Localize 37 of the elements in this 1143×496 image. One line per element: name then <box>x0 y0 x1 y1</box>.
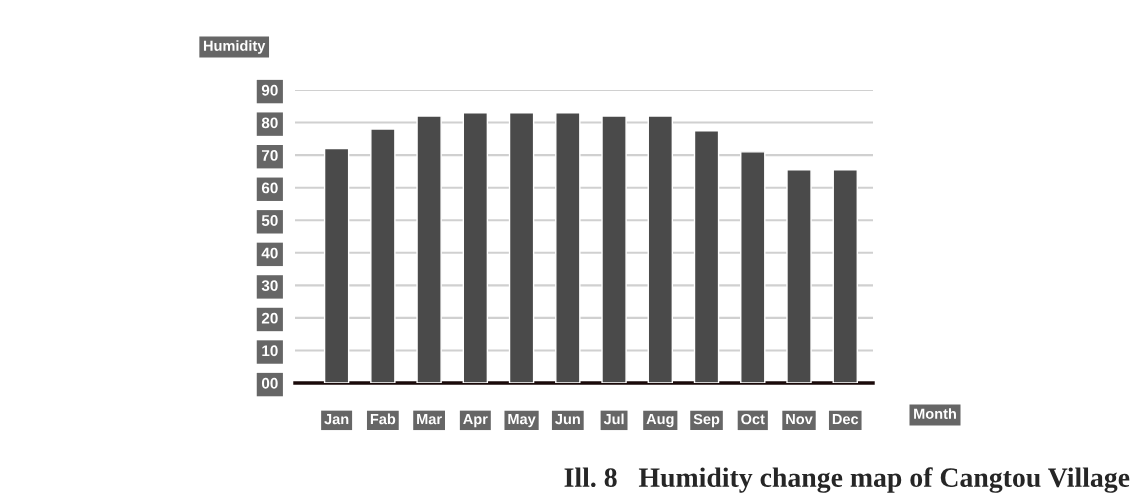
x-axis-title: Month <box>914 408 956 419</box>
bar <box>555 112 581 383</box>
y-tick-label: 70 <box>262 149 278 161</box>
bar <box>832 169 858 383</box>
x-tick-label: Jul <box>603 413 624 425</box>
y-tick-label: 40 <box>261 247 278 259</box>
bar <box>370 128 396 383</box>
bar <box>693 129 720 383</box>
bar <box>416 115 442 383</box>
x-tick-label: Apr <box>463 414 488 428</box>
bar <box>508 112 535 383</box>
bar <box>323 147 350 383</box>
bar <box>786 169 812 383</box>
x-tick-label: Dec <box>832 414 859 425</box>
x-tick-label: Aug <box>646 414 674 428</box>
y-tick-label: 20 <box>261 312 278 324</box>
y-axis-title: Humidity <box>203 40 266 54</box>
x-tick-label: Fab <box>370 413 396 425</box>
y-tick-label: 80 <box>261 117 278 129</box>
x-tick-label: May <box>508 414 536 428</box>
bar <box>740 151 766 383</box>
y-tick-label: 50 <box>261 215 278 226</box>
bar <box>462 112 489 383</box>
x-tick-label: Sep <box>693 413 720 428</box>
x-tick-label: Jan <box>324 414 349 425</box>
x-tick-label: Oct <box>741 413 765 425</box>
y-tick-label: 30 <box>261 280 278 292</box>
text: Ill. 8 Humidity change map of Cangtou Village <box>564 467 1130 493</box>
y-tick-label: 00 <box>261 377 278 389</box>
y-tick-label: 60 <box>261 182 278 194</box>
bar <box>647 115 674 383</box>
bar <box>601 115 627 383</box>
x-tick-label: Nov <box>786 414 813 425</box>
x-tick-label: Jun <box>555 414 580 425</box>
y-tick-label: 90 <box>261 84 278 96</box>
y-tick-label: 10 <box>262 345 278 357</box>
x-tick-label: Mar <box>417 414 442 425</box>
